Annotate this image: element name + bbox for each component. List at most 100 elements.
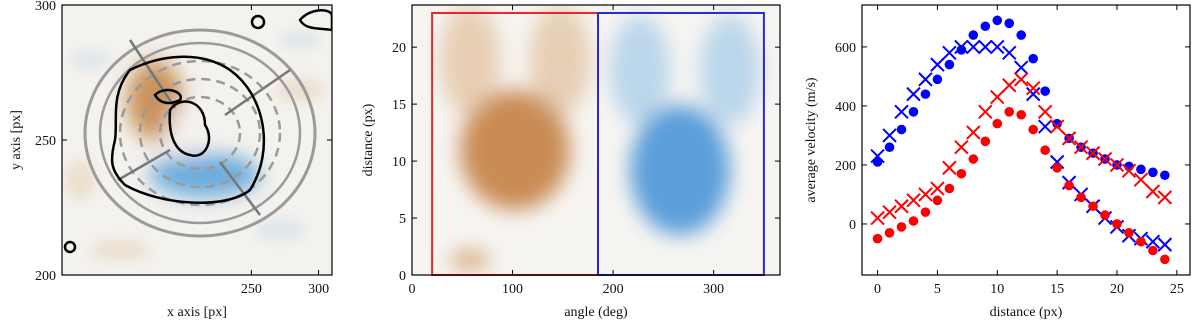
y-tick-label: 0: [399, 269, 406, 284]
x-tick-label: 300: [703, 282, 724, 297]
data-point: [1157, 237, 1173, 252]
data-point: [1133, 172, 1149, 187]
data-point: [942, 160, 957, 176]
data-point: [966, 125, 981, 140]
data-point: [918, 72, 933, 87]
x-axis-label: angle (deg): [564, 305, 628, 320]
data-point: [1136, 236, 1146, 247]
data-point: [1016, 109, 1027, 120]
data-point: [1157, 190, 1173, 205]
data-point: [1136, 164, 1146, 175]
data-point: [884, 142, 895, 153]
y-tick-label: 20: [392, 41, 406, 56]
y-tick-label: 15: [392, 98, 406, 113]
data-point: [932, 195, 943, 206]
x-tick-label: 5: [934, 282, 941, 297]
data-point: [1040, 145, 1050, 155]
data-point: [966, 39, 981, 55]
data-point: [870, 148, 885, 164]
data-point: [1049, 119, 1065, 134]
y-tick-label: 250: [35, 134, 56, 149]
data-point: [1145, 234, 1161, 249]
y-tick-label: 0: [849, 218, 856, 233]
data-point: [980, 136, 991, 147]
data-point: [942, 45, 957, 61]
data-point: [1076, 192, 1086, 203]
data-point: [1052, 118, 1062, 129]
data-point: [992, 118, 1003, 129]
data-point: [944, 183, 955, 194]
x-tick-label: 100: [502, 282, 523, 297]
data-point: [1002, 78, 1017, 93]
data-point: [920, 207, 931, 217]
data-point: [990, 39, 1005, 55]
data-point: [968, 154, 979, 164]
data-point: [956, 168, 967, 179]
data-point: [1124, 228, 1134, 238]
image-content: [62, 5, 332, 275]
y-tick-label: 200: [35, 269, 56, 284]
data-point: [932, 74, 943, 85]
x-tick-label: 0: [874, 282, 881, 297]
data-point: [906, 193, 921, 208]
data-point: [990, 89, 1005, 105]
y-tick-label: 200: [835, 159, 856, 174]
y-axis-label: distance (px): [361, 103, 376, 176]
data-point: [1148, 167, 1158, 178]
x-axis-label: distance (px): [990, 305, 1063, 320]
y-tick-label: 300: [35, 0, 56, 14]
x-tick-label: 10: [990, 282, 1004, 297]
data-point: [1052, 163, 1062, 173]
data-point: [1088, 201, 1098, 212]
axes-frame: [861, 4, 1191, 276]
data-point: [944, 59, 955, 70]
data-point: [1160, 254, 1170, 265]
data-point: [1002, 45, 1017, 61]
data-point: [896, 222, 907, 232]
data-point: [978, 104, 993, 120]
y-tick-label: 10: [392, 155, 406, 170]
data-point: [1097, 151, 1113, 167]
data-point: [1040, 86, 1050, 96]
data-point: [882, 128, 897, 143]
y-tick-label: 400: [835, 100, 856, 115]
data-point: [1025, 81, 1041, 96]
data-point: [1085, 145, 1101, 161]
data-point: [1004, 107, 1015, 117]
x-tick-label: 200: [603, 282, 624, 297]
data-point: [978, 39, 993, 55]
data-point: [1037, 104, 1053, 120]
x-tick-label: 0: [409, 282, 416, 297]
data-point: [1073, 140, 1089, 155]
data-point: [918, 187, 933, 202]
data-point: [1121, 163, 1137, 179]
data-point: [992, 15, 1003, 26]
data-point: [1112, 219, 1122, 229]
y-tick-label: 600: [835, 41, 856, 56]
data-point: [882, 204, 897, 220]
data-point: [1014, 72, 1029, 87]
data-point: [1109, 157, 1125, 173]
data-point: [1148, 245, 1158, 256]
y-tick-label: 5: [399, 212, 406, 227]
heatmap-content: [412, 5, 780, 275]
data-point: [1016, 30, 1027, 40]
data-point: [870, 210, 885, 226]
data-point: [1145, 184, 1161, 199]
x-tick-label: 300: [308, 282, 329, 297]
data-point: [954, 140, 969, 155]
data-point: [872, 233, 883, 244]
data-point: [1004, 18, 1015, 29]
data-point: [906, 86, 921, 102]
data-point: [908, 107, 919, 117]
data-point: [980, 21, 991, 32]
data-point: [894, 199, 909, 214]
x-tick-label: 25: [1170, 282, 1184, 297]
data-point: [1014, 60, 1029, 75]
data-point: [930, 57, 945, 72]
data-point: [920, 89, 931, 99]
data-point: [908, 216, 919, 226]
data-point: [1061, 131, 1077, 146]
data-point: [954, 39, 969, 55]
